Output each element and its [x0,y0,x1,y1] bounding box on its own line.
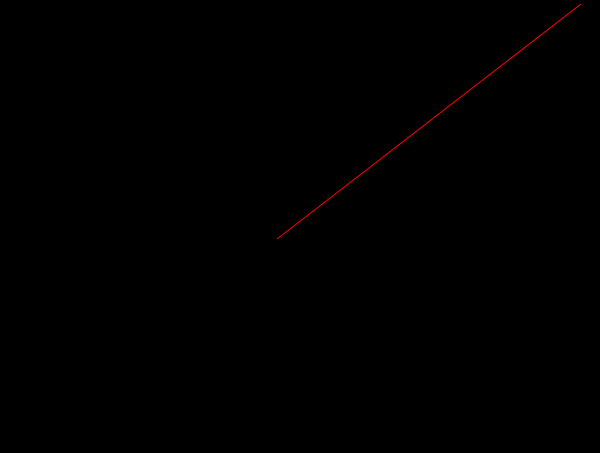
red-line [276,3,582,240]
